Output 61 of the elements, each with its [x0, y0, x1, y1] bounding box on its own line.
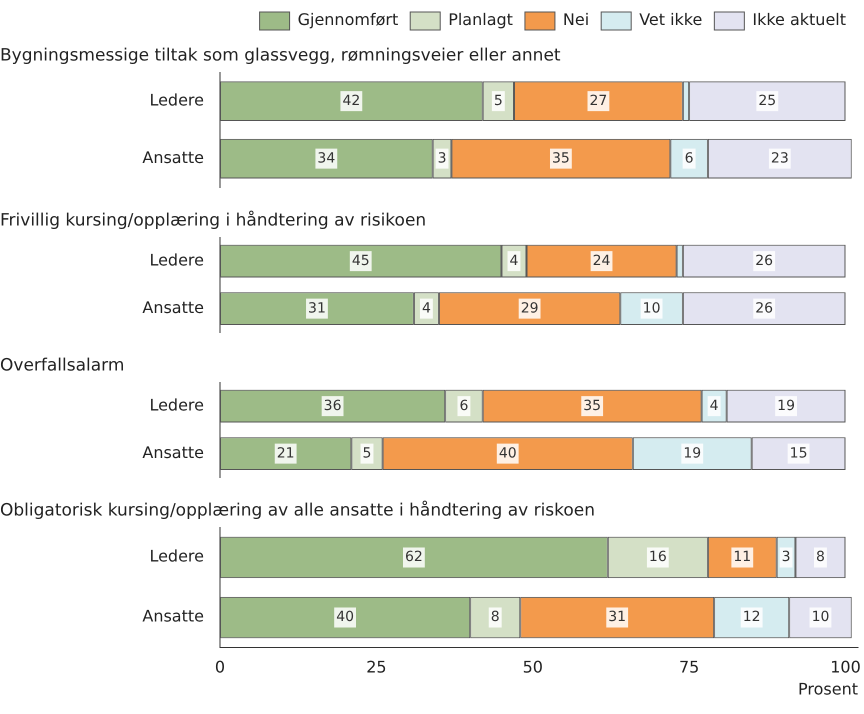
chart-title: Bygningsmessige tiltak som glassvegg, rømningsveier eller annet — [0, 46, 561, 66]
y-tick-label: Ledere — [149, 250, 204, 270]
data-label: 11 — [733, 549, 752, 566]
data-label: 40 — [336, 609, 354, 626]
data-label: 5 — [362, 445, 372, 462]
data-label: 35 — [552, 150, 570, 166]
y-tick-label: Ledere — [149, 546, 204, 566]
data-label: 4 — [510, 252, 519, 269]
y-tick-label: Ledere — [149, 395, 204, 414]
data-label: 3 — [782, 549, 791, 566]
data-label: 31 — [308, 300, 326, 316]
data-label: 25 — [758, 92, 776, 109]
data-label: 26 — [755, 300, 774, 316]
legend-label: Gjennomført — [298, 10, 398, 30]
data-label: 6 — [684, 150, 694, 166]
legend-label: Nei — [562, 10, 590, 30]
chart-title: Obligatorisk kursing/opplæring av alle ansatte i håndtering av riskoen — [0, 500, 596, 521]
data-label: 45 — [352, 252, 370, 269]
data-label: 24 — [592, 252, 611, 269]
data-label: 42 — [342, 92, 360, 109]
data-label: 8 — [816, 549, 825, 566]
data-label: 4 — [422, 300, 431, 316]
data-label: 15 — [790, 445, 808, 462]
y-tick-label: Ansatte — [142, 148, 204, 167]
data-label: 6 — [459, 398, 468, 414]
data-label: 19 — [777, 398, 795, 414]
legend-label: Vet ikke — [639, 10, 702, 30]
x-tick-label: 50 — [522, 657, 543, 676]
x-tick-label: 100 — [830, 657, 861, 676]
data-label: 10 — [812, 609, 830, 626]
data-label: 3 — [438, 150, 447, 166]
data-label: 21 — [276, 445, 295, 462]
data-label: 40 — [498, 445, 517, 462]
data-label: 19 — [683, 445, 702, 462]
data-label: 27 — [590, 92, 608, 109]
data-label: 34 — [317, 150, 336, 166]
x-tick-label: 25 — [366, 657, 387, 676]
x-tick-label: 0 — [214, 657, 226, 676]
legend-label: Planlagt — [448, 10, 513, 30]
x-axis-title: Prosent — [798, 680, 858, 699]
data-label: 23 — [770, 150, 789, 166]
data-label: 12 — [742, 609, 761, 626]
data-label: 8 — [490, 609, 500, 626]
data-label: 5 — [494, 92, 503, 109]
data-label: 29 — [520, 300, 539, 316]
y-tick-label: Ansatte — [142, 442, 204, 462]
data-label: 36 — [324, 398, 342, 414]
data-label: 4 — [710, 398, 719, 414]
legend-label: Ikke aktuelt — [752, 10, 846, 30]
y-tick-label: Ansatte — [142, 298, 204, 317]
chart-title: Frivillig kursing/opplæring i håndtering av risikoen — [0, 210, 426, 231]
data-label: 62 — [404, 549, 423, 566]
data-label: 31 — [608, 609, 626, 626]
data-label: 26 — [755, 252, 774, 269]
data-label: 35 — [583, 398, 602, 414]
data-label: 16 — [648, 549, 667, 566]
x-tick-label: 75 — [678, 657, 700, 676]
y-tick-label: Ledere — [149, 90, 204, 110]
data-label: 10 — [642, 300, 660, 316]
text: Overfallsalarm — [0, 356, 124, 376]
y-tick-label: Ansatte — [142, 606, 204, 626]
